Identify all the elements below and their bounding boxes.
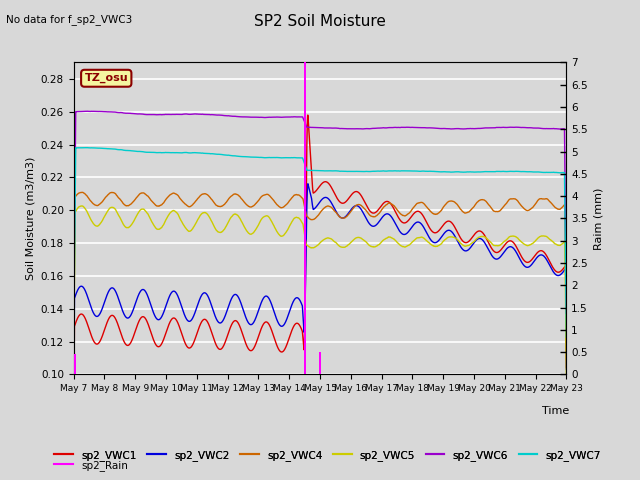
Legend: sp2_Rain: sp2_Rain bbox=[50, 456, 132, 475]
Text: TZ_osu: TZ_osu bbox=[84, 73, 128, 84]
Text: Time: Time bbox=[542, 406, 570, 416]
Legend: sp2_VWC1, sp2_VWC2, sp2_VWC4, sp2_VWC5, sp2_VWC6, sp2_VWC7: sp2_VWC1, sp2_VWC2, sp2_VWC4, sp2_VWC5, … bbox=[50, 446, 605, 465]
Y-axis label: Soil Moisture (m3/m3): Soil Moisture (m3/m3) bbox=[25, 156, 35, 280]
Text: No data for f_sp2_VWC3: No data for f_sp2_VWC3 bbox=[6, 14, 132, 25]
Y-axis label: Raim (mm): Raim (mm) bbox=[593, 187, 604, 250]
Bar bbox=[319, 352, 321, 374]
Text: SP2 Soil Moisture: SP2 Soil Moisture bbox=[254, 14, 386, 29]
Bar bbox=[74, 354, 76, 374]
Bar bbox=[303, 62, 305, 374]
